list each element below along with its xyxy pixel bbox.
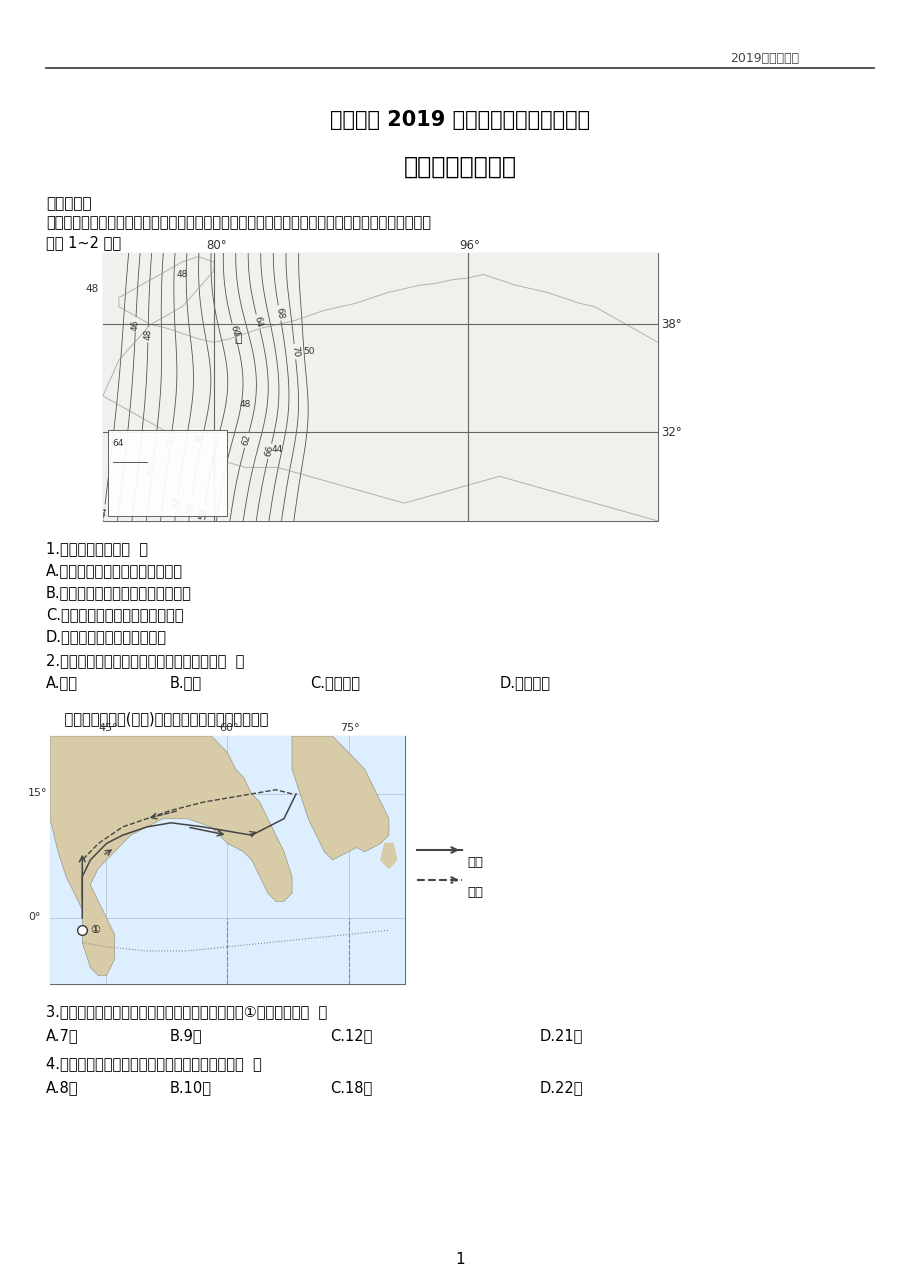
Text: C.乙地多年平均相对湿度小于丙地: C.乙地多年平均相对湿度小于丙地 <box>46 606 183 622</box>
Text: 48: 48 <box>143 329 153 340</box>
Text: 64: 64 <box>252 316 264 329</box>
Text: 0°: 0° <box>28 912 40 922</box>
Text: 64: 64 <box>112 440 124 448</box>
Text: 暖流: 暖流 <box>467 856 482 869</box>
Text: 1: 1 <box>455 1252 464 1268</box>
Text: D.21时: D.21时 <box>539 1028 583 1043</box>
Text: 70: 70 <box>289 345 300 358</box>
Text: 2019届高三试题: 2019届高三试题 <box>729 52 799 65</box>
Text: 15°: 15° <box>28 787 48 798</box>
Text: 60: 60 <box>228 325 240 338</box>
Text: 文科综合能力试题: 文科综合能力试题 <box>403 155 516 180</box>
Text: 4.如果图中的虚线为晨昏线，则此时北京时间为（  ）: 4.如果图中的虚线为晨昏线，则此时北京时间为（ ） <box>46 1056 262 1071</box>
Text: 3.当新一天的范围正好占全球的四分之三时，图中①地的区时为（  ）: 3.当新一天的范围正好占全球的四分之三时，图中①地的区时为（ ） <box>46 1004 327 1019</box>
Text: 云量是以一日内云遮蔽天空的百分比来表示。下图示意我国某地区多年平均云量日均值分布。据此，: 云量是以一日内云遮蔽天空的百分比来表示。下图示意我国某地区多年平均云量日均值分布… <box>46 215 430 231</box>
Text: 甲: 甲 <box>233 333 242 345</box>
Bar <box>103 254 657 521</box>
Text: C.纬度位置: C.纬度位置 <box>310 675 359 691</box>
Polygon shape <box>50 736 291 976</box>
Text: 50: 50 <box>303 347 314 355</box>
Text: B.10时: B.10时 <box>170 1080 211 1094</box>
Text: 60°: 60° <box>220 724 239 733</box>
Text: 一、单选题: 一、单选题 <box>46 196 92 211</box>
Text: B.9时: B.9时 <box>170 1028 202 1043</box>
Text: B.甲地多年平均气温日较差大于乙地: B.甲地多年平均气温日较差大于乙地 <box>46 585 192 600</box>
Text: A.8时: A.8时 <box>46 1080 78 1094</box>
Text: 80°: 80° <box>206 240 226 252</box>
Text: 44: 44 <box>271 445 283 454</box>
Text: 48: 48 <box>85 284 98 294</box>
Bar <box>50 736 404 984</box>
Text: A.甲地多年平均日照时数多于乙地: A.甲地多年平均日照时数多于乙地 <box>46 563 183 578</box>
Polygon shape <box>380 843 396 869</box>
Text: 58: 58 <box>199 507 209 520</box>
Text: 46: 46 <box>130 318 141 331</box>
Text: A.7时: A.7时 <box>46 1028 78 1043</box>
Text: 50: 50 <box>147 462 157 475</box>
Polygon shape <box>291 736 389 860</box>
Text: 48: 48 <box>240 400 251 409</box>
Text: 寒流: 寒流 <box>467 885 482 899</box>
Text: 下面为北印度洋(局部)洋流图。读图回答下列各题。: 下面为北印度洋(局部)洋流图。读图回答下列各题。 <box>46 711 268 726</box>
Text: C.12时: C.12时 <box>330 1028 372 1043</box>
Bar <box>108 429 226 516</box>
Text: C.18时: C.18时 <box>330 1080 372 1094</box>
Text: 62: 62 <box>241 433 253 447</box>
Text: 2.影响乙地等值线向北弯曲的最主要因素是（  ）: 2.影响乙地等值线向北弯曲的最主要因素是（ ） <box>46 654 244 668</box>
Text: 54: 54 <box>172 496 182 508</box>
Text: 46: 46 <box>192 436 204 445</box>
Text: 66: 66 <box>264 445 275 457</box>
Text: 75°: 75° <box>340 724 359 733</box>
Text: B.季风: B.季风 <box>170 675 202 691</box>
Text: 完成 1~2 题。: 完成 1~2 题。 <box>46 234 121 250</box>
Text: 1.据图中信息判断（  ）: 1.据图中信息判断（ ） <box>46 541 148 555</box>
Text: ①: ① <box>90 925 100 935</box>
Text: A.地形: A.地形 <box>46 675 78 691</box>
Text: 96°: 96° <box>460 240 480 252</box>
Text: 48: 48 <box>176 270 187 279</box>
Text: 万州三中 2019 届高三上学期第一次月考: 万州三中 2019 届高三上学期第一次月考 <box>330 110 589 130</box>
Text: 45°: 45° <box>98 724 118 733</box>
Text: D.海陆位置: D.海陆位置 <box>499 675 550 691</box>
Text: D.22时: D.22时 <box>539 1080 583 1094</box>
Text: 68: 68 <box>274 307 285 320</box>
Text: D.丙地云量空间变化大于丁地: D.丙地云量空间变化大于丁地 <box>46 629 167 643</box>
Text: 52: 52 <box>165 434 176 447</box>
Text: 44: 44 <box>99 506 109 519</box>
Text: 32°: 32° <box>660 426 681 438</box>
Text: 56: 56 <box>185 501 196 513</box>
Text: 38°: 38° <box>660 318 681 331</box>
